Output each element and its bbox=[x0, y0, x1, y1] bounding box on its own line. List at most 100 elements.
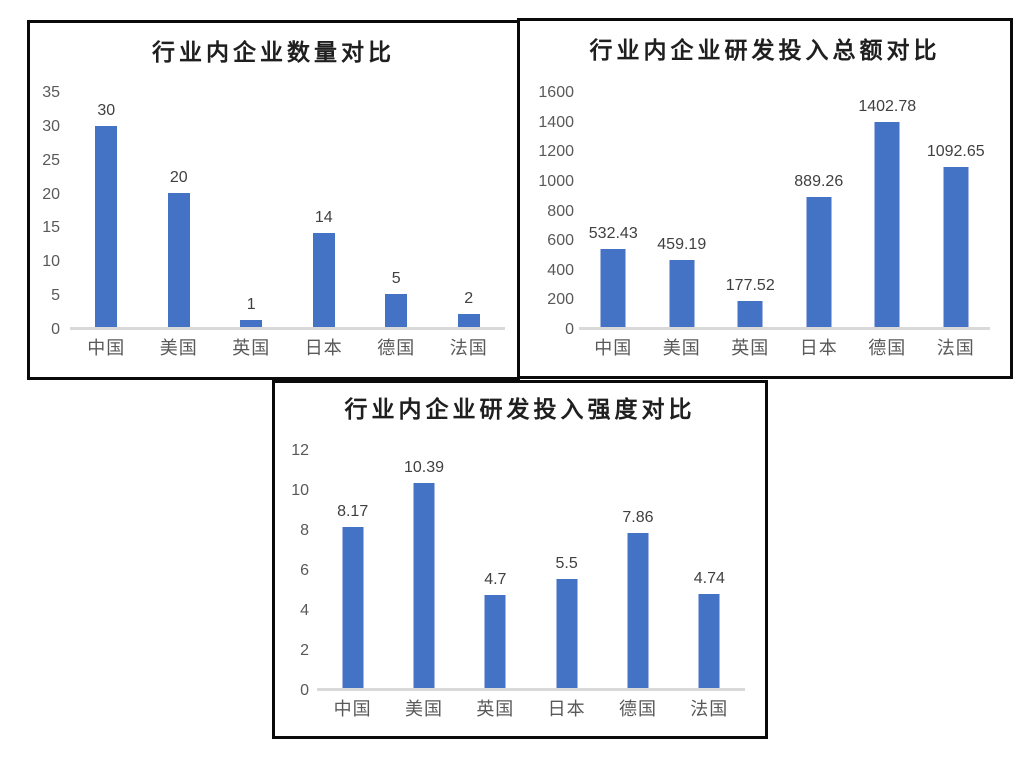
value-label: 1 bbox=[246, 296, 256, 314]
bar bbox=[556, 579, 578, 688]
bar bbox=[457, 313, 480, 327]
bar bbox=[627, 532, 649, 688]
value-label: 10.39 bbox=[403, 458, 445, 476]
bar-slot: 5.5 日本 bbox=[531, 451, 602, 718]
bar-slot: 20 美国 bbox=[143, 93, 216, 357]
bar-slot: 177.52 英国 bbox=[716, 93, 785, 357]
y-tick-label: 800 bbox=[547, 202, 574, 220]
bar-slot: 889.26 日本 bbox=[785, 93, 854, 357]
bar bbox=[95, 126, 118, 327]
category-label: 日本 bbox=[547, 699, 586, 719]
value-label: 1092.65 bbox=[926, 143, 985, 161]
bar bbox=[312, 233, 335, 327]
bar-slot: 1092.65 法国 bbox=[922, 93, 991, 357]
category-label: 德国 bbox=[868, 338, 907, 358]
category-label: 英国 bbox=[476, 699, 515, 719]
bar-plot-rnd-investment-total: 0 200 400 600 800 1000 1200 1400 1600 532.43 中国 459… bbox=[520, 21, 1010, 376]
category-label: 日本 bbox=[799, 338, 838, 358]
chart-rnd-investment-intensity: 行业内企业研发投入强度对比 0 2 4 6 8 10 12 8.17 中国 10.39 美国 4.7 英… bbox=[272, 380, 768, 739]
y-axis: 0 5 10 15 20 25 30 35 bbox=[34, 85, 60, 338]
value-label: 177.52 bbox=[725, 277, 775, 295]
category-label: 德国 bbox=[618, 699, 657, 719]
bar-slot: 30 中国 bbox=[70, 93, 143, 357]
value-label: 4.74 bbox=[693, 570, 725, 588]
value-label: 459.19 bbox=[657, 235, 707, 253]
y-tick-label: 0 bbox=[565, 321, 574, 338]
bar-slot: 4.74 法国 bbox=[674, 451, 745, 718]
bar bbox=[943, 167, 969, 327]
y-tick-label: 600 bbox=[547, 232, 574, 250]
value-label: 1402.78 bbox=[858, 97, 917, 115]
y-tick-label: 8 bbox=[300, 522, 309, 540]
chart-title-enterprise-count: 行业内企业数量对比 bbox=[152, 40, 395, 65]
value-label: 5.5 bbox=[555, 555, 578, 573]
bar bbox=[874, 121, 900, 327]
chart-enterprise-count: 行业内企业数量对比 0 5 10 15 20 25 30 35 30 中国 20 美国 1 英国 14 日本 5… bbox=[27, 20, 520, 380]
value-label: 4.7 bbox=[484, 571, 507, 589]
y-tick-label: 0 bbox=[300, 682, 309, 699]
bar bbox=[342, 526, 364, 688]
y-tick-label: 10 bbox=[291, 482, 309, 499]
bar-slot: 459.19 美国 bbox=[648, 93, 717, 357]
category-label: 美国 bbox=[662, 338, 701, 358]
y-tick-label: 12 bbox=[291, 442, 309, 459]
category-label: 英国 bbox=[731, 338, 770, 358]
bar-slot: 1 英国 bbox=[215, 93, 288, 357]
bar-slot: 532.43 中国 bbox=[579, 93, 648, 357]
bar bbox=[806, 196, 832, 327]
bar bbox=[484, 595, 506, 688]
chart-rnd-investment-total: 行业内企业研发投入总额对比 0 200 400 600 800 1000 1200 1400 1… bbox=[517, 18, 1013, 379]
value-label: 2 bbox=[464, 289, 474, 307]
chart-title-rnd-investment-total: 行业内企业研发投入总额对比 bbox=[589, 38, 941, 63]
category-label: 中国 bbox=[333, 699, 372, 719]
bar-slot: 5 德国 bbox=[360, 93, 433, 357]
value-label: 7.86 bbox=[622, 508, 654, 526]
y-tick-label: 1400 bbox=[538, 113, 574, 131]
plot-area: 8.17 中国 10.39 美国 4.7 英国 5.5 日本 7.86 德国 4.74 法国 bbox=[317, 451, 745, 718]
y-tick-label: 4 bbox=[300, 602, 309, 620]
y-tick-label: 1200 bbox=[538, 143, 574, 161]
value-label: 20 bbox=[169, 169, 188, 187]
bar bbox=[698, 594, 720, 688]
bar bbox=[240, 320, 263, 327]
bar-plot-enterprise-count: 0 5 10 15 20 25 30 35 30 中国 20 美国 1 英国 14 日本 5 德国 2 法国 bbox=[30, 23, 517, 377]
bar bbox=[167, 193, 190, 327]
category-label: 日本 bbox=[304, 338, 343, 358]
bar bbox=[413, 482, 435, 688]
bar-slot: 1402.78 德国 bbox=[853, 93, 922, 357]
category-label: 美国 bbox=[159, 338, 198, 358]
y-axis: 0 2 4 6 8 10 12 bbox=[281, 443, 309, 699]
y-tick-label: 30 bbox=[42, 117, 60, 135]
y-tick-label: 15 bbox=[42, 219, 60, 237]
y-tick-label: 25 bbox=[42, 151, 60, 169]
bar-slot: 14 日本 bbox=[288, 93, 361, 357]
bar-slot: 2 法国 bbox=[433, 93, 506, 357]
bar bbox=[600, 249, 626, 327]
chart-title-rnd-investment-intensity: 行业内企业研发投入强度对比 bbox=[344, 397, 696, 422]
y-tick-label: 20 bbox=[42, 185, 60, 203]
category-label: 法国 bbox=[449, 338, 488, 358]
category-label: 德国 bbox=[377, 338, 416, 358]
bar-slot: 10.39 美国 bbox=[388, 451, 459, 718]
plot-area: 532.43 中国 459.19 美国 177.52 英国 889.26 日本 1402.78 德… bbox=[579, 93, 991, 357]
y-tick-label: 200 bbox=[547, 291, 574, 309]
y-tick-label: 6 bbox=[300, 562, 309, 579]
bar bbox=[737, 301, 763, 327]
category-label: 法国 bbox=[936, 338, 975, 358]
y-tick-label: 0 bbox=[51, 321, 60, 338]
bar-plot-rnd-investment-intensity: 0 2 4 6 8 10 12 8.17 中国 10.39 美国 4.7 英国 5.5 日本 7.86 德国 4.… bbox=[275, 383, 765, 736]
plot-area: 30 中国 20 美国 1 英国 14 日本 5 德国 2 法国 bbox=[70, 93, 506, 357]
bar-slot: 8.17 中国 bbox=[317, 451, 388, 718]
bar-slot: 7.86 德国 bbox=[602, 451, 673, 718]
category-label: 英国 bbox=[232, 338, 271, 358]
y-tick-label: 2 bbox=[300, 642, 309, 660]
category-label: 美国 bbox=[404, 699, 443, 719]
y-tick-label: 1600 bbox=[538, 84, 574, 101]
y-tick-label: 400 bbox=[547, 261, 574, 279]
y-tick-label: 35 bbox=[42, 84, 60, 101]
value-label: 889.26 bbox=[794, 172, 844, 190]
value-label: 30 bbox=[97, 102, 116, 120]
bar bbox=[385, 293, 408, 327]
category-label: 法国 bbox=[690, 699, 729, 719]
y-tick-label: 10 bbox=[42, 253, 60, 271]
